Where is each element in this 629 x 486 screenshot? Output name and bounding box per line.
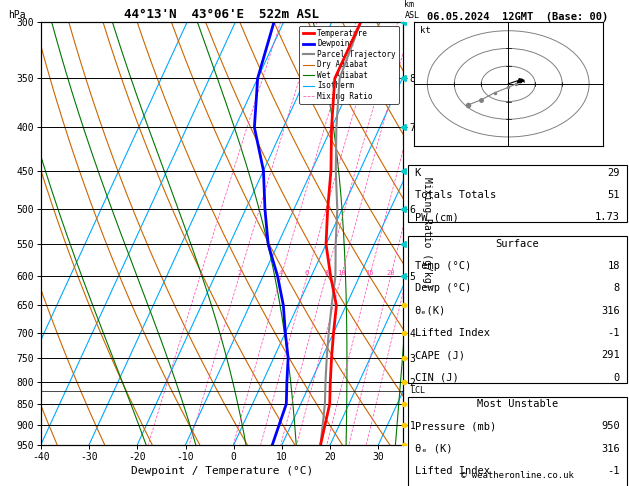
Text: hPa: hPa (8, 10, 26, 20)
Y-axis label: Mixing Ratio (g/kg): Mixing Ratio (g/kg) (422, 177, 432, 289)
Text: 316: 316 (601, 444, 620, 454)
Text: Lifted Index: Lifted Index (415, 328, 489, 338)
Text: kt: kt (420, 26, 430, 35)
Text: 1.73: 1.73 (595, 212, 620, 223)
Bar (408, 397, 626, 486)
Text: K: K (415, 168, 421, 178)
X-axis label: Dewpoint / Temperature (°C): Dewpoint / Temperature (°C) (131, 466, 313, 476)
Text: 4: 4 (279, 270, 283, 276)
Text: 15: 15 (365, 270, 374, 276)
Text: Surface: Surface (496, 239, 539, 249)
Text: 2: 2 (237, 270, 242, 276)
Text: -1: -1 (608, 466, 620, 476)
Text: Temp (°C): Temp (°C) (415, 261, 471, 271)
Text: km
ASL: km ASL (404, 0, 420, 20)
Text: CAPE (J): CAPE (J) (415, 350, 465, 361)
Text: 0: 0 (614, 373, 620, 383)
Text: 6: 6 (305, 270, 309, 276)
Text: 291: 291 (601, 350, 620, 361)
Text: PW (cm): PW (cm) (415, 212, 459, 223)
Bar (408, 165, 626, 223)
Text: Lifted Index: Lifted Index (415, 466, 489, 476)
Text: 18: 18 (608, 261, 620, 271)
Title: 44°13'N  43°06'E  522m ASL: 44°13'N 43°06'E 522m ASL (124, 8, 320, 21)
Text: θₑ (K): θₑ (K) (415, 444, 452, 454)
Legend: Temperature, Dewpoint, Parcel Trajectory, Dry Adiabat, Wet Adiabat, Isotherm, Mi: Temperature, Dewpoint, Parcel Trajectory… (299, 26, 399, 104)
Text: CIN (J): CIN (J) (415, 373, 459, 383)
Text: 29: 29 (608, 168, 620, 178)
Text: 06.05.2024  12GMT  (Base: 00): 06.05.2024 12GMT (Base: 00) (426, 12, 608, 22)
Text: Totals Totals: Totals Totals (415, 190, 496, 200)
Text: © weatheronline.co.uk: © weatheronline.co.uk (461, 471, 574, 480)
Text: 950: 950 (601, 421, 620, 432)
Text: 10: 10 (337, 270, 345, 276)
Text: LCL: LCL (410, 386, 425, 395)
Text: θₑ(K): θₑ(K) (415, 306, 446, 316)
Text: 8: 8 (324, 270, 328, 276)
Text: 8: 8 (614, 283, 620, 294)
Text: Dewp (°C): Dewp (°C) (415, 283, 471, 294)
Text: -1: -1 (608, 328, 620, 338)
Text: 20: 20 (386, 270, 395, 276)
Text: 316: 316 (601, 306, 620, 316)
Text: Pressure (mb): Pressure (mb) (415, 421, 496, 432)
Text: Most Unstable: Most Unstable (477, 399, 558, 409)
Text: 51: 51 (608, 190, 620, 200)
Text: 1: 1 (198, 270, 203, 276)
Bar (408, 236, 626, 383)
